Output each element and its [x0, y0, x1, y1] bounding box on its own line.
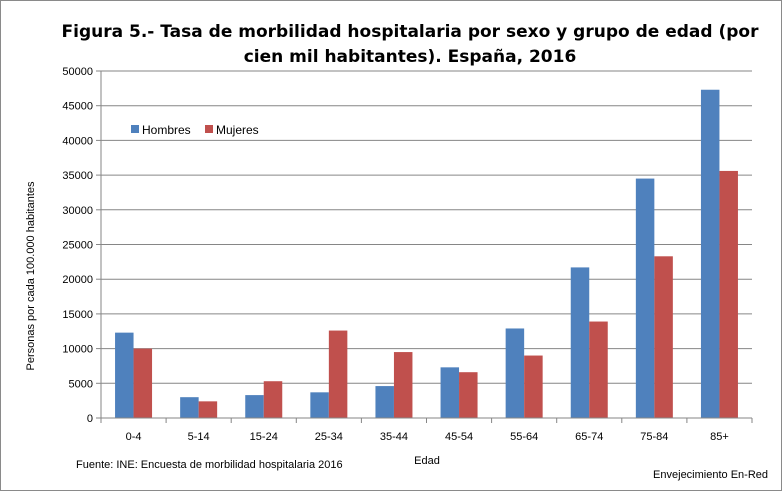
- bar-hombres-5-14: [180, 397, 199, 418]
- y-tick-label: 40000: [62, 135, 93, 147]
- legend-swatch-hombres: [131, 125, 139, 133]
- x-tick-label: 45-54: [445, 431, 473, 443]
- x-tick-label: 0-4: [126, 431, 142, 443]
- x-axis-ticks: 0-4 5-14 15-24 25-34 35-44 45-54 55-64 65-74 75-…: [100, 418, 753, 443]
- bar-hombres-65-74: [570, 267, 590, 418]
- x-tick-label: 15-24: [250, 431, 278, 443]
- x-tick-label: 5-14: [188, 431, 210, 443]
- x-tick-label: 55-64: [510, 431, 538, 443]
- y-tick-label: 25000: [62, 240, 93, 252]
- bar-hombres-55-64: [505, 328, 525, 418]
- bar-mujeres-55-64: [524, 355, 543, 418]
- y-tick-label: 5000: [69, 378, 93, 390]
- x-axis-label: Edad: [414, 455, 440, 467]
- x-tick-label: 75-84: [640, 431, 668, 443]
- bars: [115, 89, 738, 418]
- bar-mujeres-75-84: [654, 256, 673, 418]
- bar-mujeres-85+: [719, 170, 738, 418]
- bar-mujeres-5-14: [198, 401, 218, 418]
- bar-hombres-0-4: [115, 332, 134, 418]
- legend-swatch-mujeres: [205, 125, 213, 133]
- x-tick-label: 85+: [710, 431, 729, 443]
- bar-mujeres-0-4: [133, 348, 153, 418]
- bar-hombres-35-44: [375, 386, 394, 418]
- y-tick-label: 45000: [62, 101, 93, 113]
- y-tick-label: 15000: [62, 309, 93, 321]
- bar-hombres-85+: [700, 89, 720, 418]
- x-tick-label: 35-44: [380, 431, 408, 443]
- bar-hombres-25-34: [310, 392, 329, 418]
- chart-title: Figura 5.- Tasa de morbilidad hospitalar…: [61, 22, 759, 67]
- credit-note: Envejecimiento En-Red: [653, 469, 768, 481]
- y-axis-ticks: 0 5000 10000 15000 20000 25000 30000 35000 40000…: [62, 66, 101, 425]
- x-tick-label: 65-74: [575, 431, 603, 443]
- y-tick-label: 50000: [62, 66, 93, 78]
- bar-hombres-45-54: [440, 367, 460, 418]
- legend-label-mujeres: Mujeres: [216, 123, 259, 137]
- source-note: Fuente: INE: Encuesta de morbilidad hosp…: [76, 459, 343, 471]
- legend-label-hombres: Hombres: [142, 123, 191, 137]
- bar-mujeres-45-54: [459, 372, 478, 418]
- bar-mujeres-35-44: [393, 352, 413, 418]
- y-tick-label: 20000: [62, 274, 93, 286]
- bar-hombres-15-24: [245, 395, 264, 418]
- y-tick-label: 10000: [62, 344, 93, 356]
- x-tick-label: 25-34: [315, 431, 343, 443]
- legend: Hombres Mujeres: [131, 123, 259, 137]
- y-axis-label: Personas por cada 100.000 habitantes: [25, 181, 37, 370]
- bar-mujeres-15-24: [263, 381, 283, 418]
- bar-mujeres-65-74: [589, 321, 608, 418]
- y-tick-label: 0: [87, 413, 93, 425]
- bar-mujeres-25-34: [328, 330, 348, 418]
- y-tick-label: 30000: [62, 205, 93, 217]
- y-tick-label: 35000: [62, 170, 93, 182]
- bar-hombres-75-84: [635, 178, 655, 418]
